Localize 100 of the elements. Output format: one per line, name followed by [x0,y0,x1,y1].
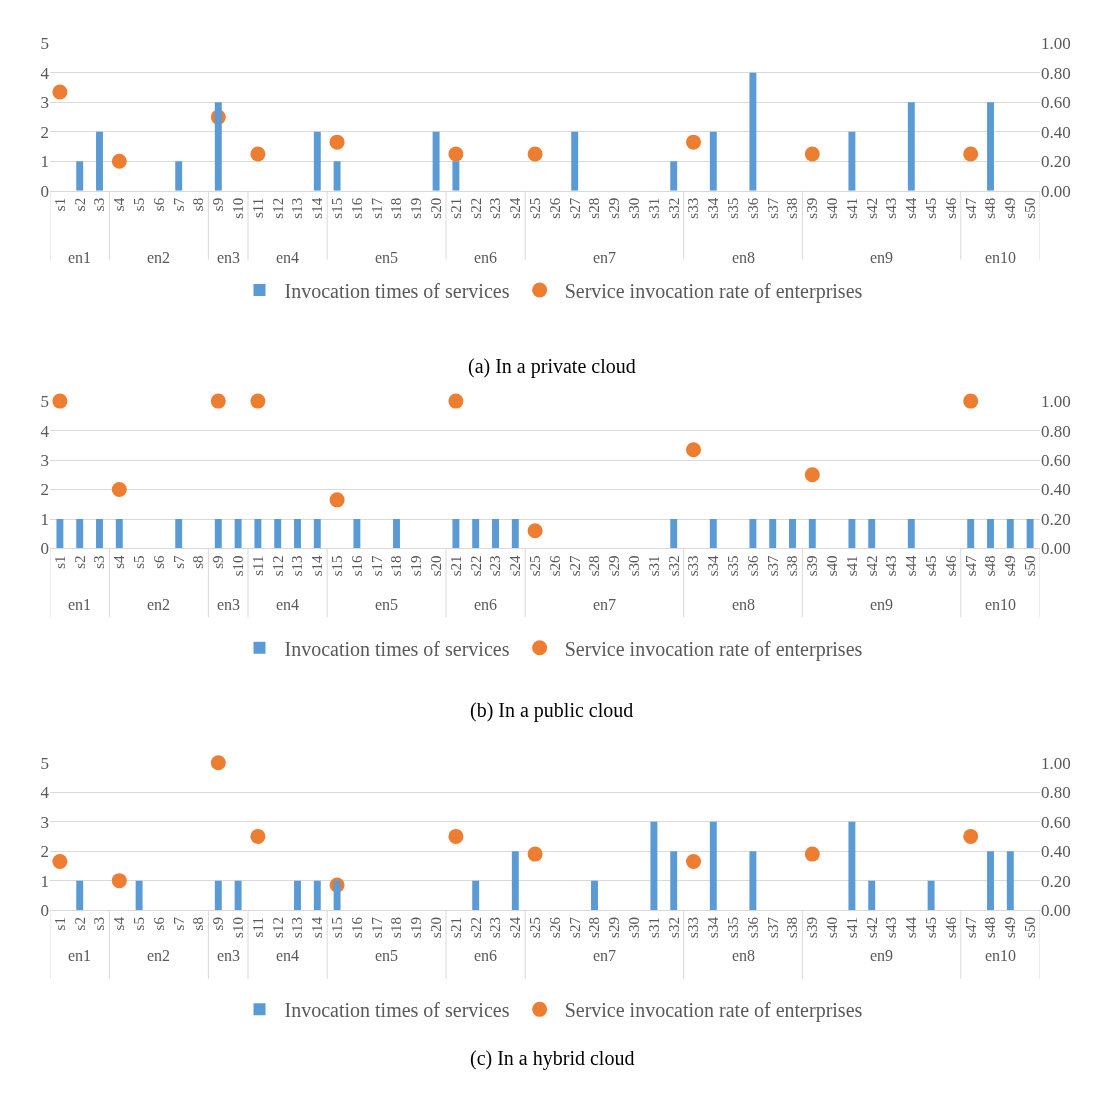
y-tick-label: 5 [40,753,49,773]
bar [749,72,757,191]
x-tick-label: s46 [942,555,959,577]
text: en2 [147,947,171,964]
y2-tick-label: 0.00 [1041,901,1071,921]
legend-label: Service invocation rate of enterprises [564,279,863,303]
x-tick-label: s43 [883,197,900,219]
text: en8 [732,596,756,613]
x-tick-label: s50 [1021,917,1038,938]
x-tick-label: s12 [269,555,286,577]
x-tick-label: s37 [764,197,781,219]
text: en9 [870,947,894,964]
x-tick-label: s8 [190,197,207,212]
x-tick-label: s2 [71,917,88,931]
x-tick-label: s36 [744,197,761,219]
x-tick-label: s23 [487,917,504,938]
y-tick-label: 2 [40,842,49,862]
x-tick-label: s23 [487,197,504,219]
point [963,393,979,409]
y2-tick-label: 1.00 [1041,392,1071,412]
y-tick-label: 4 [40,783,50,803]
x-tick-label: s24 [507,916,524,938]
x-tick-label: s1 [51,197,68,212]
text: en7 [593,249,617,266]
legend-label: Invocation times of services [284,999,510,1022]
x-tick-label: s1 [51,917,68,931]
point [963,828,979,844]
text: en10 [985,947,1017,964]
x-tick-label: s2 [71,197,88,212]
x-tick-label: s26 [546,197,563,219]
x-tick-label: s31 [645,197,662,219]
x-tick-label: s34 [705,916,722,938]
text: en5 [375,596,399,613]
text: en3 [217,596,241,613]
point [527,146,543,162]
x-tick-label: s20 [427,917,444,938]
point [804,467,820,483]
point [686,134,701,150]
text: (a) In a private cloud [468,355,636,378]
x-tick-label: s23 [487,555,504,577]
text: en4 [276,947,300,964]
bar [333,880,341,911]
x-tick-label: s11 [249,917,266,938]
x-tick-label: s45 [922,917,939,938]
legend-label: Invocation times of services [284,637,510,660]
x-tick-label: s31 [645,917,662,938]
x-tick-label: s38 [784,917,801,938]
text: en1 [68,947,92,964]
x-tick-label: s19 [408,917,425,938]
y2-tick-label: 0.80 [1041,783,1071,803]
x-tick-label: s7 [170,555,187,569]
x-tick-label: s28 [586,917,603,938]
y2-tick-label: 0.40 [1041,842,1071,862]
x-tick-label: s32 [665,197,682,219]
bar [670,851,678,911]
text: en5 [375,947,399,964]
x-tick-label: s19 [408,197,425,219]
x-tick-label: s48 [982,197,999,219]
x-tick-label: s4 [111,555,128,569]
x-tick-label: s33 [685,917,702,938]
x-tick-label: s26 [546,916,563,938]
x-tick-label: s14 [309,555,326,577]
bar [987,102,994,191]
bar [96,131,103,191]
point [52,84,68,100]
x-tick-label: s35 [724,917,741,938]
y2-tick-label: 0.60 [1041,451,1071,470]
y2-tick-label: 0.20 [1041,509,1071,529]
x-tick-label: s37 [764,916,781,938]
x-tick-label: s46 [942,916,959,938]
y-tick-label: 0 [40,181,49,201]
text: en8 [732,249,756,266]
x-tick-label: s34 [705,555,722,577]
x-tick-label: s21 [447,197,464,219]
bar [214,102,222,191]
text: en1 [68,249,92,266]
x-tick-label: s16 [348,916,365,938]
x-tick-label: s6 [150,197,167,212]
x-tick-label: s44 [903,197,920,219]
x-tick-label: s41 [843,917,860,938]
y2-tick-label: 0.40 [1041,122,1071,142]
bar [313,880,321,911]
y2-tick-label: 0.20 [1041,871,1071,891]
x-tick-label: s27 [566,916,583,938]
x-tick-label: s30 [625,197,642,219]
point [448,146,464,162]
x-tick-label: s48 [982,555,999,577]
x-tick-label: s44 [903,555,920,577]
bar [927,880,935,911]
bar [452,161,460,191]
x-tick-label: s35 [724,555,741,577]
x-tick-label: s10 [229,197,246,219]
x-tick-label: s25 [526,917,543,938]
x-tick-label: s40 [823,555,840,577]
x-tick-label: s22 [467,197,484,219]
bar [709,821,717,911]
point [448,828,464,844]
x-tick-label: s17 [368,197,385,219]
y2-tick-label: 0.00 [1041,181,1071,201]
x-tick-label: s1 [51,555,68,569]
